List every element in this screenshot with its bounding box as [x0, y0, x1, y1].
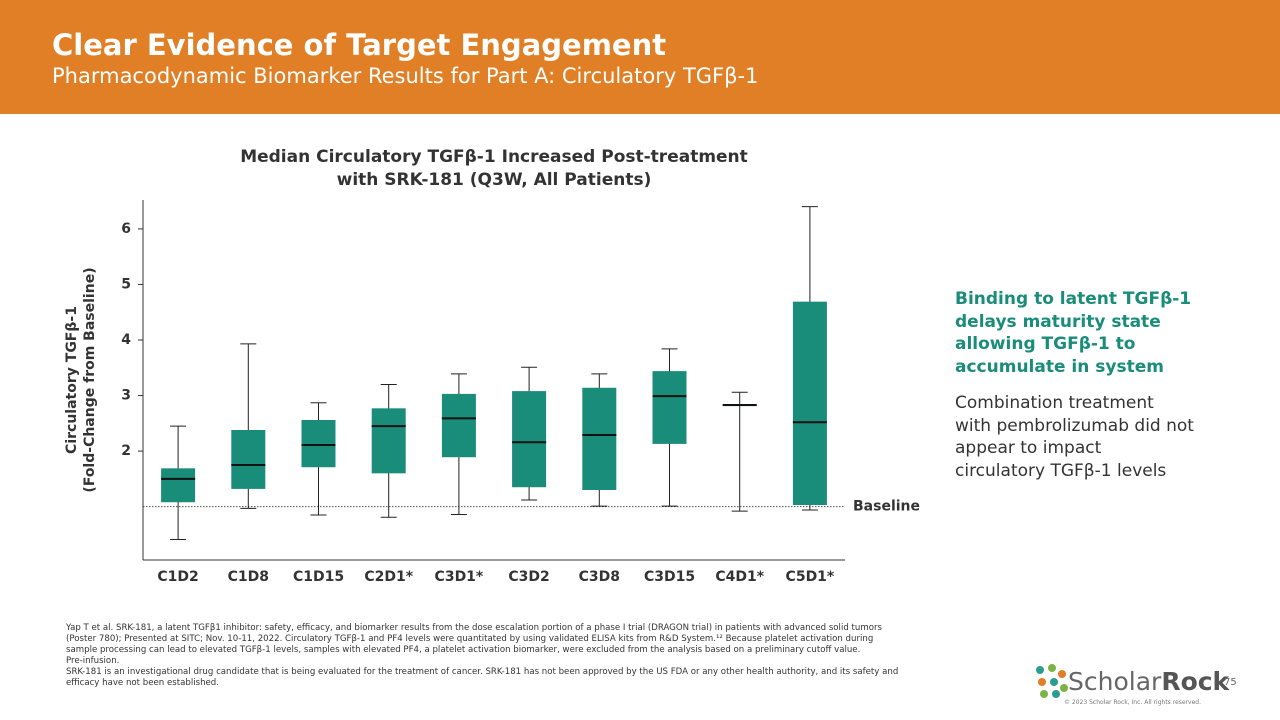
box — [652, 371, 687, 444]
box — [582, 387, 617, 490]
footnote: SRK-181 is an investigational drug candi… — [66, 667, 899, 677]
y-tick-label: 3 — [121, 388, 131, 404]
y-tick-label: 5 — [121, 276, 131, 292]
side-text: Binding to latent TGFβ-1 delays maturity … — [955, 288, 1194, 482]
box — [231, 430, 266, 489]
box — [371, 408, 406, 474]
box — [512, 391, 547, 488]
highlight-text: delays maturity state — [955, 311, 1161, 332]
body-text: Combination treatment — [955, 393, 1154, 413]
x-tick-label: C5D1* — [786, 569, 835, 585]
x-tick-label: C3D1* — [435, 569, 484, 585]
body-text: appear to impact — [955, 438, 1102, 458]
footnote: efficacy have not been established. — [66, 678, 219, 688]
chart: Median Circulatory TGFβ-1 Increased Post… — [64, 147, 920, 585]
logo: ScholarRock — [1068, 667, 1229, 696]
highlight-text: allowing TGFβ-1 to — [955, 334, 1136, 354]
box — [301, 420, 336, 468]
chart-title: Median Circulatory TGFβ-1 Increased Post… — [240, 147, 748, 167]
x-tick-label: C1D2 — [157, 569, 198, 585]
y-tick-label: 4 — [121, 332, 131, 348]
x-tick-label: C3D15 — [644, 569, 695, 585]
spacer — [955, 378, 1194, 392]
box — [161, 468, 196, 503]
y-tick-label: 6 — [121, 221, 131, 237]
subtitle: Pharmacodynamic Biomarker Results for Pa… — [52, 64, 759, 88]
logo-text: Scholar — [1068, 667, 1162, 696]
y-axis-label: Circulatory TGFβ-1 — [64, 306, 80, 454]
x-tick-label: C3D2 — [508, 569, 549, 585]
chart-title: with SRK-181 (Q3W, All Patients) — [337, 170, 652, 190]
x-tick-label: C3D8 — [579, 569, 620, 585]
copyright: © 2023 Scholar Rock, Inc. All rights res… — [1064, 699, 1201, 706]
x-tick-label: C2D1* — [364, 569, 413, 585]
page-number: 75 — [1224, 677, 1237, 688]
footnote: (Poster 780); Presented at SITC; Nov. 10… — [66, 634, 874, 644]
y-tick-label: 2 — [121, 443, 131, 459]
footnote: sample processing can lead to elevated T… — [66, 645, 861, 655]
body-text: with pembrolizumab did not — [955, 415, 1194, 436]
highlight-text: accumulate in system — [955, 356, 1164, 377]
logo-mark — [1036, 664, 1068, 698]
footnote: Yap T et al. SRK-181, a latent TGFβ1 inh… — [66, 623, 882, 633]
baseline-label: Baseline — [853, 499, 920, 515]
logo-text-bold: Rock — [1161, 667, 1230, 696]
x-tick-label: C4D1* — [715, 569, 764, 585]
title: Clear Evidence of Target Engagement — [52, 28, 667, 62]
x-tick-label: C1D15 — [293, 569, 344, 585]
footnote: Pre-infusion. — [66, 656, 120, 666]
header: Clear Evidence of Target Engagement Phar… — [0, 0, 1280, 114]
body-text: circulatory TGFβ-1 levels — [955, 460, 1167, 481]
x-tick-label: C1D8 — [228, 569, 269, 585]
box — [792, 301, 827, 505]
y-axis-label: (Fold-Change from Baseline) — [82, 267, 98, 492]
footnotes: Yap T et al. SRK-181, a latent TGFβ1 inh… — [66, 623, 898, 689]
highlight-text: Binding to latent TGFβ-1 — [955, 289, 1192, 309]
box — [441, 393, 476, 458]
